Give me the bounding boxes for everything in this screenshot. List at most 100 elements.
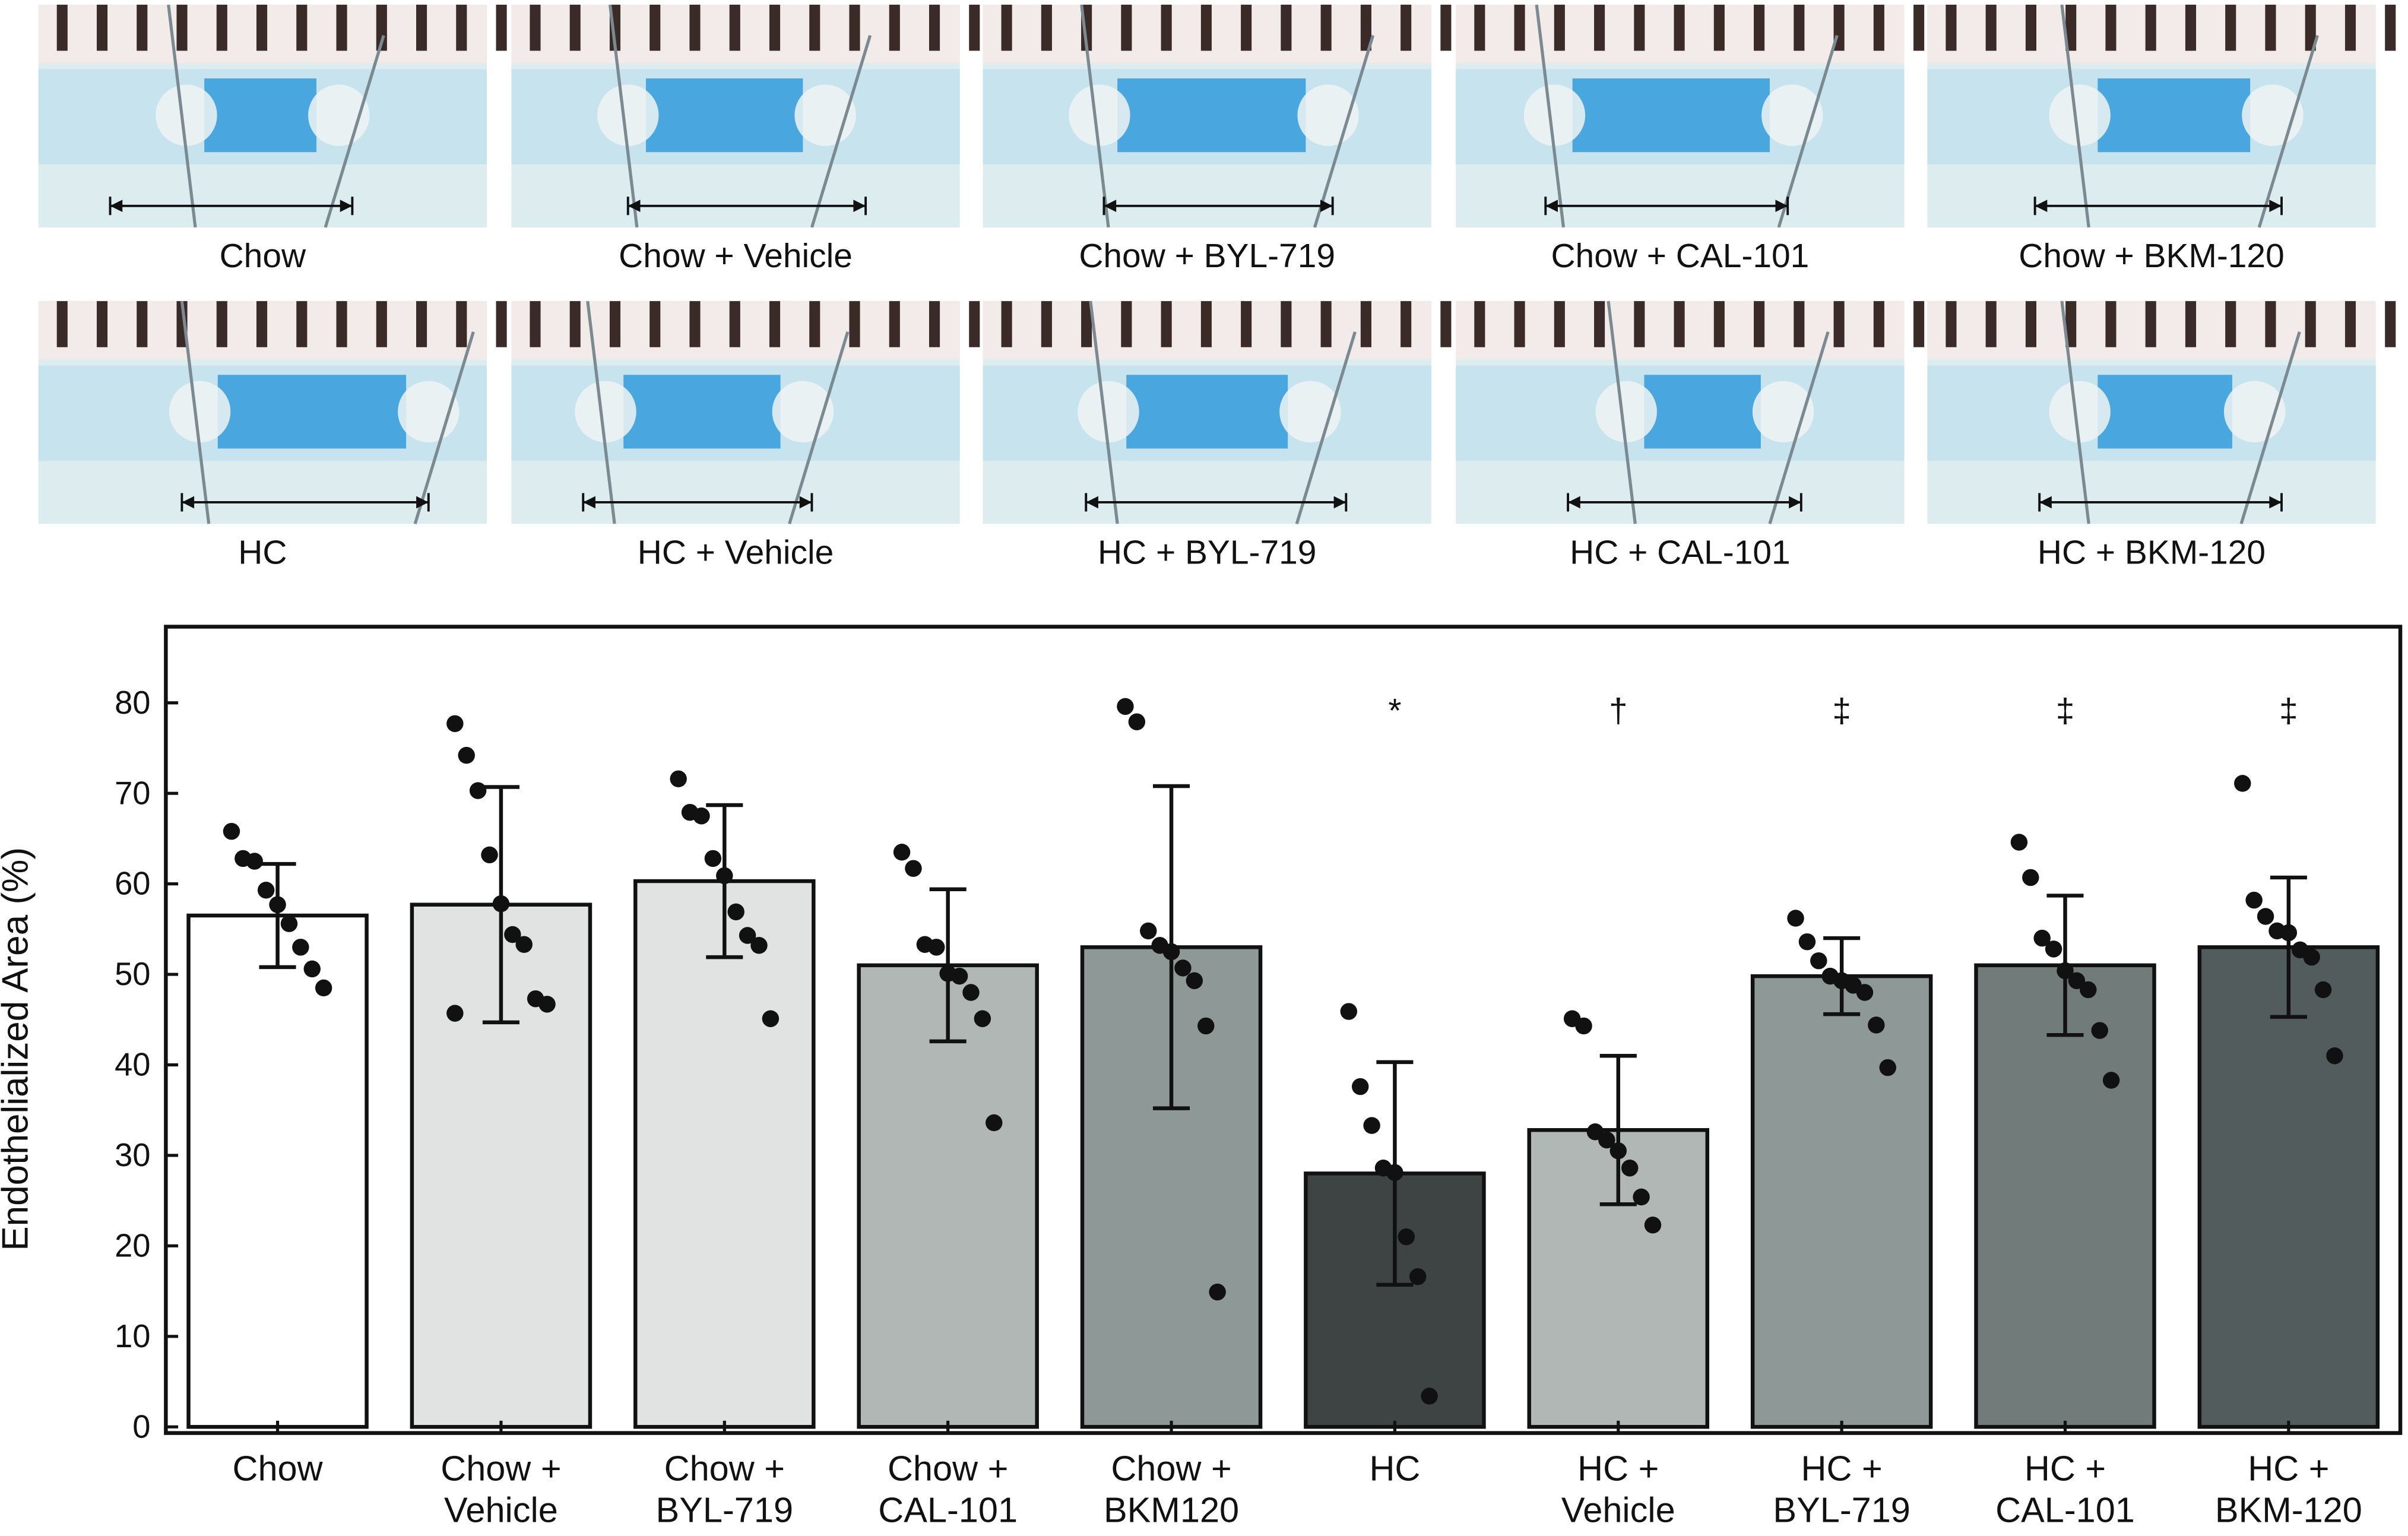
data-point — [1140, 922, 1157, 940]
suture-knot — [1595, 381, 1657, 443]
data-point — [750, 937, 768, 954]
data-point — [2091, 1022, 2108, 1039]
label-line: BKM-120 — [2215, 1490, 2362, 1530]
data-point — [1340, 1003, 1358, 1020]
label-line: CAL-101 — [878, 1490, 1018, 1530]
data-point — [1128, 713, 1146, 730]
ruler-mark — [296, 4, 308, 51]
ruler-mark — [1674, 301, 1685, 347]
ruler-mark — [56, 4, 68, 51]
data-point — [2080, 981, 2097, 999]
wire — [1295, 331, 1357, 524]
photo-caption: HC + BYL-719 — [1098, 533, 1316, 571]
bar — [1750, 974, 1933, 1429]
bar — [1974, 963, 2156, 1429]
ruler-mark — [216, 4, 227, 51]
data-point — [2280, 924, 2298, 942]
ruler-mark — [1794, 4, 1805, 51]
data-point — [292, 939, 309, 956]
ruler-mark — [1634, 301, 1645, 347]
ruler-mark — [530, 4, 541, 51]
ruler-mark — [1001, 4, 1012, 51]
x-tick-label: Chow + BYL-719 — [656, 1449, 794, 1530]
ruler-mark — [1161, 301, 1172, 347]
data-point — [1386, 1164, 1403, 1182]
data-point — [223, 822, 240, 840]
ruler-mark — [96, 4, 108, 51]
ruler-mark — [2025, 301, 2037, 347]
data-point — [962, 984, 980, 1001]
ruler-mark — [2225, 4, 2236, 51]
data-point — [1810, 952, 1827, 970]
ruler-mark — [569, 301, 581, 347]
data-point — [303, 960, 321, 978]
label-line: Chow + — [664, 1449, 785, 1489]
ruler-mark — [1401, 301, 1412, 347]
data-point — [492, 895, 510, 913]
data-point — [905, 860, 922, 877]
y-tick-label: 80 — [115, 685, 150, 721]
wire — [324, 34, 385, 228]
ruler-mark — [849, 301, 860, 347]
bar — [633, 879, 816, 1429]
data-point — [2257, 908, 2274, 925]
ruler-mark — [1081, 301, 1092, 347]
label-line: HC + — [2024, 1449, 2106, 1489]
photo-caption: Chow + Vehicle — [619, 237, 853, 275]
y-tick-label: 50 — [115, 956, 150, 992]
ruler-mark — [769, 301, 781, 347]
data-point — [2303, 948, 2320, 966]
suture-knot — [597, 84, 659, 146]
data-point — [974, 1010, 991, 1027]
bar — [2197, 945, 2380, 1429]
data-point — [1398, 1228, 1415, 1246]
ruler-mark — [569, 4, 581, 51]
label-line: Chow + — [1111, 1449, 1231, 1489]
ruler-mark — [1674, 4, 1685, 51]
ruler-mark — [1474, 301, 1485, 347]
significance-mark: ‡ — [2279, 692, 2298, 730]
suture-knot — [169, 381, 231, 443]
wire — [1777, 34, 1839, 228]
wire — [2060, 300, 2090, 524]
photo-caption: Chow + BKM-120 — [2019, 237, 2284, 275]
significance-mark: ‡ — [1832, 692, 1851, 730]
ruler-mark — [2385, 301, 2396, 347]
ruler-mark — [530, 301, 541, 347]
data-point — [1209, 1283, 1226, 1301]
suture-knot — [575, 381, 636, 443]
data-point — [1409, 1268, 1427, 1285]
ruler-mark — [456, 4, 467, 51]
suture-knot — [2049, 84, 2111, 146]
stained-region — [1126, 375, 1288, 449]
data-point — [1575, 1017, 1592, 1035]
data-point — [1879, 1059, 1896, 1076]
wire — [2257, 34, 2319, 228]
ruler-mark — [2265, 4, 2276, 51]
ruler-mark — [2025, 4, 2037, 51]
data-point — [1117, 698, 1134, 715]
data-point — [986, 1114, 1003, 1132]
ruler-mark — [1474, 4, 1485, 51]
stained-region — [1572, 78, 1770, 153]
label-line: HC — [1369, 1449, 1420, 1489]
ruler-mark — [1594, 301, 1605, 347]
ruler-mark — [176, 4, 188, 51]
ruler-mark — [969, 4, 980, 51]
ruler-mark — [1754, 4, 1765, 51]
ruler-mark — [1200, 4, 1212, 51]
suture-knot — [2049, 381, 2111, 443]
ruler-mark — [2185, 4, 2197, 51]
stained-region — [2098, 375, 2232, 449]
data-point — [2245, 891, 2263, 909]
data-point — [538, 996, 556, 1013]
photo-panel — [983, 4, 1452, 228]
label-line: Chow + — [888, 1449, 1008, 1489]
error-bar — [259, 862, 296, 970]
ruler-mark — [1121, 4, 1132, 51]
photo-caption: Chow — [220, 237, 306, 275]
photo-caption: Chow + BYL-719 — [1079, 237, 1335, 275]
ruler-mark — [2344, 301, 2356, 347]
wire — [810, 34, 872, 228]
ruler-mark — [137, 301, 148, 347]
